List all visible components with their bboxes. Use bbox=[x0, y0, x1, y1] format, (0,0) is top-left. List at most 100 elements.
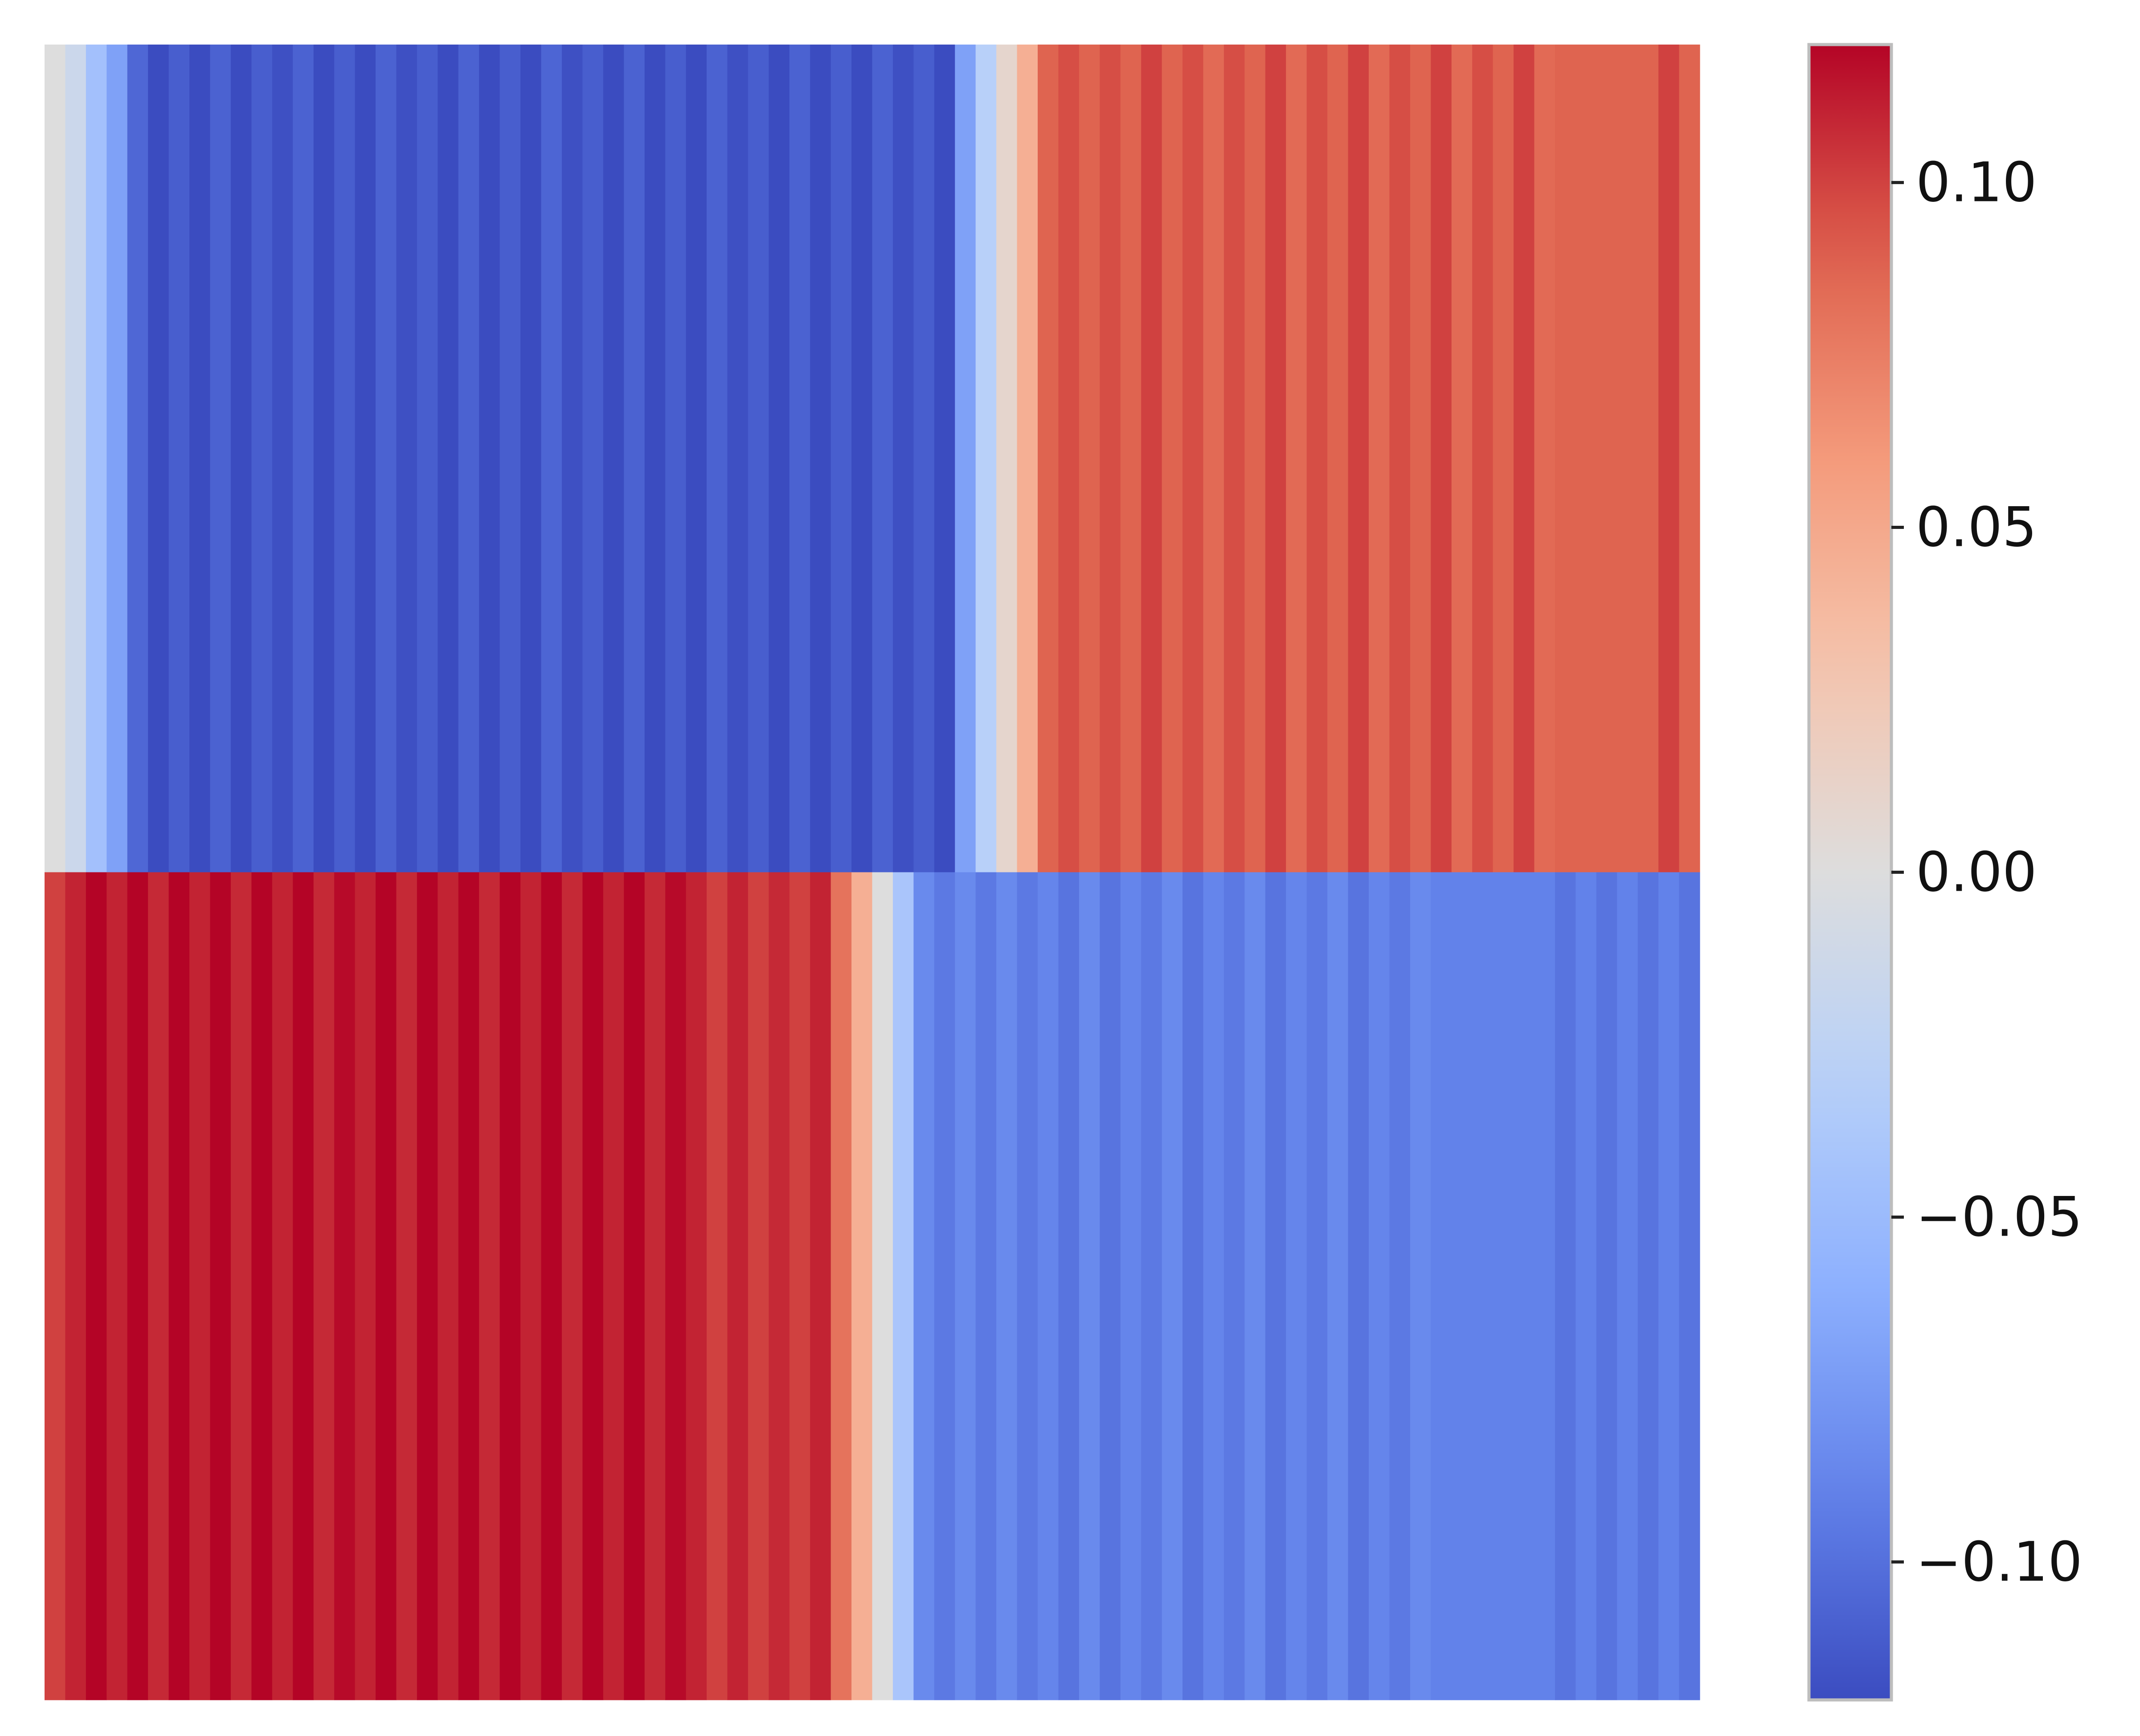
heatmap-cell bbox=[376, 872, 397, 1700]
heatmap-grid bbox=[45, 45, 1700, 1700]
heatmap-cell bbox=[251, 872, 273, 1700]
heatmap-cell bbox=[499, 872, 521, 1700]
heatmap-cell bbox=[665, 872, 687, 1700]
heatmap-cell bbox=[727, 45, 749, 873]
heatmap-cell bbox=[769, 872, 790, 1700]
heatmap-cell bbox=[479, 872, 500, 1700]
heatmap-cell bbox=[831, 45, 852, 873]
heatmap-cell bbox=[189, 872, 211, 1700]
heatmap-cell bbox=[86, 872, 107, 1700]
heatmap-cell bbox=[1244, 45, 1266, 873]
heatmap-cell bbox=[1038, 45, 1059, 873]
heatmap-cell bbox=[789, 45, 810, 873]
heatmap-cell bbox=[975, 45, 997, 873]
heatmap-cell bbox=[624, 872, 645, 1700]
heatmap-cell bbox=[1575, 872, 1597, 1700]
heatmap-cell bbox=[45, 45, 66, 873]
heatmap-cell bbox=[355, 872, 376, 1700]
heatmap-cell bbox=[810, 45, 831, 873]
heatmap-cell bbox=[1038, 872, 1059, 1700]
heatmap-cell bbox=[293, 872, 314, 1700]
heatmap-cell bbox=[1679, 872, 1700, 1700]
heatmap-cell bbox=[396, 872, 417, 1700]
heatmap-cell bbox=[438, 872, 459, 1700]
heatmap-cell bbox=[1327, 45, 1349, 873]
heatmap-cell bbox=[1203, 45, 1224, 873]
heatmap-cell bbox=[1120, 45, 1142, 873]
heatmap-cell bbox=[1431, 872, 1452, 1700]
heatmap-cell bbox=[727, 872, 749, 1700]
heatmap-cell bbox=[644, 872, 666, 1700]
heatmap-cell bbox=[789, 872, 810, 1700]
heatmap-cell bbox=[1120, 872, 1142, 1700]
heatmap-cell bbox=[1244, 872, 1266, 1700]
heatmap-cell bbox=[748, 45, 769, 873]
heatmap-cell bbox=[892, 45, 914, 873]
heatmap-cell bbox=[1058, 45, 1080, 873]
heatmap-cell bbox=[230, 872, 252, 1700]
heatmap-cell bbox=[1637, 872, 1659, 1700]
colorbar: 0.10 0.05 0.00 −0.05 −0.10 bbox=[1807, 43, 2083, 1702]
heatmap-cell bbox=[582, 872, 604, 1700]
heatmap-cell bbox=[313, 45, 335, 873]
heatmap-cell bbox=[1637, 45, 1659, 873]
heatmap-cell bbox=[1451, 45, 1473, 873]
heatmap-cell bbox=[831, 872, 852, 1700]
heatmap-cell bbox=[168, 872, 190, 1700]
heatmap-cell bbox=[1265, 45, 1286, 873]
heatmap-cell bbox=[1223, 45, 1245, 873]
heatmap-cell bbox=[479, 45, 500, 873]
heatmap-cell bbox=[975, 872, 997, 1700]
heatmap-cell bbox=[541, 872, 562, 1700]
heatmap-cell bbox=[624, 45, 645, 873]
heatmap-cell bbox=[210, 872, 231, 1700]
heatmap-cell bbox=[1575, 45, 1597, 873]
heatmap-cell bbox=[127, 45, 148, 873]
heatmap-cell bbox=[1389, 45, 1411, 873]
heatmap-cell bbox=[1679, 45, 1700, 873]
heatmap-cell bbox=[334, 45, 356, 873]
heatmap-cell bbox=[913, 45, 935, 873]
colorbar-tick-label: −0.10 bbox=[1916, 1530, 2083, 1593]
colorbar-gradient bbox=[1809, 45, 1891, 1700]
heatmap-cell bbox=[810, 872, 831, 1700]
heatmap-cell bbox=[1493, 872, 1514, 1700]
heatmap-cell bbox=[230, 45, 252, 873]
heatmap-cell bbox=[417, 45, 438, 873]
heatmap-cell bbox=[272, 45, 293, 873]
heatmap-cell bbox=[1286, 872, 1307, 1700]
heatmap-cell bbox=[1223, 872, 1245, 1700]
heatmap-cell bbox=[520, 872, 542, 1700]
heatmap-cell bbox=[1451, 872, 1473, 1700]
heatmap-cell bbox=[1348, 872, 1369, 1700]
heatmap-cell bbox=[1555, 872, 1576, 1700]
heatmap-cell bbox=[127, 872, 148, 1700]
heatmap-cell bbox=[1079, 45, 1100, 873]
heatmap-cell bbox=[148, 45, 169, 873]
colorbar-tick-label: −0.05 bbox=[1916, 1185, 2083, 1249]
heatmap-cell bbox=[106, 45, 128, 873]
heatmap-cell bbox=[1327, 872, 1349, 1700]
heatmap-cell bbox=[851, 45, 873, 873]
heatmap-cell bbox=[1596, 872, 1617, 1700]
heatmap-cell bbox=[934, 872, 955, 1700]
heatmap-cell bbox=[417, 872, 438, 1700]
heatmap-cell bbox=[1472, 872, 1493, 1700]
heatmap-cell bbox=[210, 45, 231, 873]
heatmap-cell bbox=[1617, 872, 1638, 1700]
heatmap-cell bbox=[665, 45, 687, 873]
heatmap-cell bbox=[1017, 45, 1038, 873]
heatmap-cell bbox=[1162, 872, 1183, 1700]
heatmap-cell bbox=[561, 45, 583, 873]
heatmap-cell bbox=[1658, 872, 1680, 1700]
heatmap-cell bbox=[458, 872, 479, 1700]
heatmap-cell bbox=[1514, 45, 1535, 873]
heatmap-cell bbox=[1534, 872, 1555, 1700]
heatmap-cell bbox=[582, 45, 604, 873]
heatmap-cell bbox=[1162, 45, 1183, 873]
heatmap-cell bbox=[955, 872, 976, 1700]
heatmap-cell bbox=[1617, 45, 1638, 873]
heatmap-cell bbox=[45, 872, 66, 1700]
heatmap-cell bbox=[561, 872, 583, 1700]
heatmap-cell bbox=[499, 45, 521, 873]
